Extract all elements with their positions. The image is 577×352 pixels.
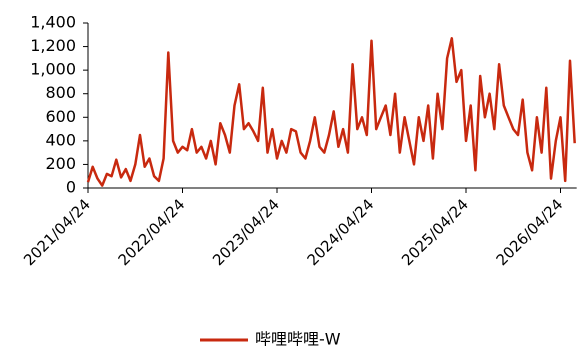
y-tick-label: 0 bbox=[66, 178, 76, 197]
x-tick-label: 2023/04/24 bbox=[209, 195, 283, 269]
y-tick-label: 1,200 bbox=[30, 36, 76, 55]
y-tick-label: 200 bbox=[45, 154, 76, 173]
x-tick-label: 2025/04/24 bbox=[398, 195, 472, 269]
legend-label: 哔哩哔哩-W bbox=[255, 330, 341, 349]
y-tick-label: 1,000 bbox=[30, 60, 76, 79]
x-tick-label: 2024/04/24 bbox=[304, 195, 378, 269]
x-tick-label: 2022/04/24 bbox=[115, 195, 189, 269]
y-tick-label: 400 bbox=[45, 130, 76, 149]
y-tick-label: 600 bbox=[45, 107, 76, 126]
y-tick-label: 800 bbox=[45, 83, 76, 102]
line-series bbox=[86, 37, 576, 187]
y-tick-label: 1,400 bbox=[30, 13, 76, 32]
x-tick-label: 2026/04/24 bbox=[493, 195, 567, 269]
x-tick-label: 2021/04/24 bbox=[20, 195, 94, 269]
